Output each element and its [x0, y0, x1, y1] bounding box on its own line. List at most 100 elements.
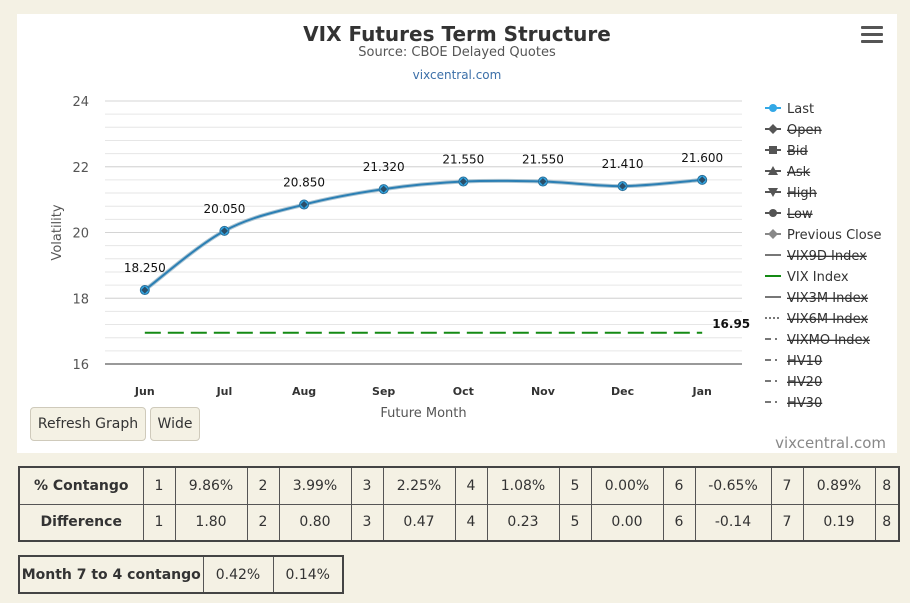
previous-close-marker — [380, 185, 388, 193]
x-tick-label: Oct — [453, 385, 474, 398]
chart-subtitle: Source: CBOE Delayed Quotes — [358, 45, 556, 60]
legend-diamond-symbol — [768, 124, 778, 134]
legend-triangle-symbol — [768, 166, 778, 175]
month-index-cell: 5 — [558, 503, 592, 542]
legend-item[interactable]: VIX6M Index — [765, 312, 868, 327]
value-cell: 1.80 — [174, 503, 248, 542]
refresh-graph-button[interactable]: Refresh Graph — [30, 407, 146, 441]
value-cell: 0.23 — [486, 503, 560, 542]
hamburger-menu-icon[interactable] — [861, 26, 883, 46]
value-cell: 2.25% — [382, 466, 456, 505]
row-label: Difference — [18, 503, 144, 542]
month-index-cell: 7 — [770, 503, 804, 542]
legend-item[interactable]: VIX Index — [765, 270, 849, 285]
legend-item[interactable]: High — [765, 186, 817, 201]
month-index-cell: 7 — [770, 466, 804, 505]
y-tick-label: 24 — [72, 95, 89, 110]
value-cell: 1.08% — [486, 466, 560, 505]
previous-close-marker — [220, 227, 228, 235]
legend-item[interactable]: HV30 — [765, 396, 822, 411]
previous-close-marker — [698, 176, 706, 184]
month-index-cell: 6 — [662, 466, 696, 505]
last-series-line — [144, 178, 703, 291]
value-cell: 0.00 — [590, 503, 664, 542]
previous-close-marker — [459, 178, 467, 186]
chart-panel: VIX Futures Term Structure Source: CBOE … — [17, 14, 897, 453]
legend-label: Bid — [787, 144, 808, 159]
value-cell: -0.65% — [694, 466, 772, 505]
legend-item[interactable]: Low — [765, 207, 813, 222]
month-index-cell: 8 — [874, 466, 900, 505]
x-axis-title: Future Month — [380, 406, 466, 421]
legend-item[interactable]: Ask — [765, 165, 811, 180]
contango-table: % Contango 1 9.86% 2 3.99% 3 2.25% 4 1.08% 5 0.00%… — [18, 466, 900, 542]
legend-label: Previous Close — [787, 228, 882, 243]
legend-circle-symbol — [769, 209, 777, 217]
y-tick-label: 22 — [72, 161, 89, 176]
month-index-cell: 8 — [874, 503, 900, 542]
month-index-cell: 3 — [350, 503, 384, 542]
previous-close-marker — [141, 286, 149, 294]
data-label: 21.550 — [442, 153, 484, 167]
legend-label: Last — [787, 102, 814, 117]
legend-label: High — [787, 186, 817, 201]
legend-label: Low — [787, 207, 813, 222]
data-label: 20.850 — [283, 176, 325, 190]
chart-source-link[interactable]: vixcentral.com — [412, 68, 502, 82]
table-row: Difference 1 1.80 2 0.80 3 0.47 4 0.23 5 0.00 6 -0.1… — [18, 503, 900, 542]
y-tick-label: 18 — [72, 292, 89, 307]
legend-item[interactable]: VIX3M Index — [765, 291, 868, 306]
x-tick-label: Aug — [292, 385, 316, 398]
x-tick-label: Jul — [216, 385, 233, 398]
legend-item[interactable]: HV20 — [765, 375, 822, 390]
legend-triangle-down-symbol — [768, 188, 778, 197]
previous-close-marker — [300, 201, 308, 209]
wide-button[interactable]: Wide — [150, 407, 200, 441]
value-cell: 0.80 — [278, 503, 352, 542]
month-contango-table: Month 7 to 4 contango 0.42% 0.14% — [18, 555, 344, 594]
data-label: 21.410 — [602, 157, 644, 171]
legend-item[interactable]: VIXMO Index — [765, 333, 870, 348]
data-label: 18.250 — [124, 261, 166, 275]
legend-label: VIX6M Index — [787, 312, 868, 327]
legend-item[interactable]: VIX9D Index — [765, 249, 867, 264]
legend-diamond-symbol — [768, 229, 778, 239]
chart-credit[interactable]: vixcentral.com — [775, 434, 886, 452]
x-tick-label: Jun — [134, 385, 155, 398]
legend-circle-symbol — [769, 104, 777, 112]
legend-label: VIX Index — [787, 270, 849, 285]
legend-item[interactable]: Last — [765, 102, 814, 117]
data-label: 21.320 — [363, 160, 405, 174]
month-contango-label: Month 7 to 4 contango — [18, 555, 204, 594]
y-axis-title: Volatility — [50, 204, 65, 260]
legend-item[interactable]: Open — [765, 123, 822, 138]
legend-label: Ask — [787, 165, 811, 180]
legend-square-symbol — [769, 146, 777, 154]
month-index-cell: 2 — [246, 503, 280, 542]
previous-close-marker — [539, 178, 547, 186]
value-cell: 3.99% — [278, 466, 352, 505]
data-label: 21.600 — [681, 151, 723, 165]
data-label: 21.550 — [522, 153, 564, 167]
legend-item[interactable]: Bid — [765, 144, 808, 159]
data-label: 20.050 — [203, 202, 245, 216]
month-index-cell: 3 — [350, 466, 384, 505]
chart-title: VIX Futures Term Structure — [303, 22, 611, 46]
y-tick-label: 16 — [72, 358, 89, 373]
legend-item[interactable]: Previous Close — [765, 228, 882, 243]
value-cell: 0.47 — [382, 503, 456, 542]
x-tick-label: Sep — [372, 385, 395, 398]
vix-index-label: 16.95 — [712, 317, 750, 331]
value-cell: -0.14 — [694, 503, 772, 542]
previous-close-marker — [619, 182, 627, 190]
y-tick-label: 20 — [72, 227, 89, 242]
legend-label: VIX9D Index — [787, 249, 867, 264]
month-index-cell: 1 — [142, 466, 176, 505]
x-tick-label: Dec — [611, 385, 634, 398]
value-cell: 0.19 — [802, 503, 876, 542]
legend-item[interactable]: HV10 — [765, 354, 822, 369]
legend-label: HV30 — [787, 396, 822, 411]
legend-label: Open — [787, 123, 822, 138]
month-index-cell: 4 — [454, 466, 488, 505]
month-index-cell: 1 — [142, 503, 176, 542]
